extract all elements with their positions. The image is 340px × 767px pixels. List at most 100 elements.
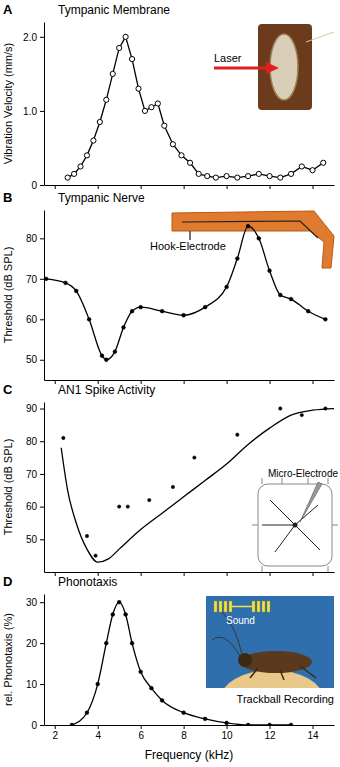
y-axis: 0 1.0 2.0 bbox=[23, 23, 44, 191]
x-tick-mark bbox=[184, 185, 185, 189]
scatter-point bbox=[94, 554, 97, 557]
cricket-head bbox=[238, 653, 252, 667]
x-tick-mark bbox=[313, 185, 314, 189]
y-tick-label: 2.0 bbox=[23, 32, 37, 43]
line-marker bbox=[235, 175, 240, 180]
line-marker bbox=[235, 257, 239, 261]
x-tick bbox=[141, 572, 142, 576]
line-marker bbox=[182, 313, 186, 317]
line-marker bbox=[100, 354, 104, 358]
x-tick-mark bbox=[227, 725, 228, 729]
y-tick: 50 bbox=[26, 354, 44, 365]
panel-title: Tympanic Membrane bbox=[58, 3, 170, 17]
line-marker bbox=[203, 305, 207, 309]
x-tick: 4 bbox=[95, 725, 101, 741]
line-marker bbox=[321, 160, 326, 165]
y-axis: 0 10 20 30 bbox=[26, 595, 45, 731]
x-tick-label: 4 bbox=[95, 730, 101, 741]
x-axis bbox=[45, 185, 335, 189]
x-tick bbox=[313, 185, 314, 189]
sound-pulse bbox=[214, 601, 217, 612]
series-line bbox=[46, 226, 325, 360]
line-marker bbox=[117, 45, 122, 50]
x-tick bbox=[270, 185, 271, 189]
y-tick: 70 bbox=[26, 469, 44, 480]
line-marker bbox=[130, 309, 134, 313]
y-axis-title: rel. Phonotaxis (%) bbox=[2, 613, 14, 706]
y-tick: 0 bbox=[31, 180, 44, 191]
line-marker bbox=[257, 236, 261, 240]
line-marker bbox=[225, 721, 229, 725]
y-tick: 30 bbox=[26, 597, 44, 608]
series-line bbox=[61, 409, 334, 563]
y-tick-label: 70 bbox=[26, 274, 38, 285]
line-marker bbox=[70, 723, 74, 725]
y-tick: 70 bbox=[26, 274, 44, 285]
y-tick-label: 1.0 bbox=[23, 106, 37, 117]
x-tick bbox=[227, 185, 228, 189]
figure: Laser01.02.0ATympanic MembraneVibration … bbox=[0, 0, 340, 767]
y-tick-mark bbox=[40, 725, 44, 726]
x-tick-label: 6 bbox=[138, 730, 144, 741]
y-tick: 60 bbox=[26, 314, 44, 325]
line-marker bbox=[139, 670, 143, 674]
line-marker bbox=[278, 293, 282, 297]
y-tick-label: 60 bbox=[26, 501, 38, 512]
line-marker bbox=[149, 105, 154, 110]
neuron-branch bbox=[275, 525, 295, 552]
x-tick-mark bbox=[184, 572, 185, 576]
scatter-point bbox=[171, 485, 174, 488]
scatter-point bbox=[126, 505, 129, 508]
line-marker bbox=[104, 641, 108, 645]
y-tick-mark bbox=[40, 185, 44, 186]
x-tick bbox=[313, 572, 314, 576]
x-tick-mark bbox=[227, 572, 228, 576]
x-tick-mark bbox=[98, 725, 99, 729]
y-tick-mark bbox=[40, 684, 44, 685]
y-axis-line bbox=[44, 211, 45, 381]
inset-photo bbox=[206, 596, 334, 730]
y-tick-label: 80 bbox=[26, 233, 38, 244]
annotation: Hook-Electrode bbox=[150, 240, 226, 252]
y-tick-mark bbox=[40, 441, 44, 442]
y-tick: 2.0 bbox=[23, 32, 44, 43]
x-tick bbox=[141, 185, 142, 189]
y-tick: 80 bbox=[26, 233, 44, 244]
line-marker bbox=[182, 711, 186, 715]
y-tick: 0 bbox=[31, 720, 44, 731]
x-tick: 10 bbox=[222, 725, 234, 741]
x-tick bbox=[55, 572, 56, 576]
y-tick-label: 0 bbox=[31, 720, 37, 731]
y-tick: 60 bbox=[26, 501, 44, 512]
y-tick-label: 90 bbox=[26, 403, 38, 414]
y-tick-mark bbox=[40, 111, 44, 112]
y-tick-label: 10 bbox=[26, 679, 38, 690]
y-tick-label: 50 bbox=[26, 354, 38, 365]
line-marker bbox=[187, 160, 192, 165]
x-tick-mark bbox=[55, 572, 56, 576]
y-tick-mark bbox=[40, 474, 44, 475]
ganglion-nerve bbox=[328, 566, 329, 572]
x-tick-mark bbox=[55, 725, 56, 729]
y-tick-label: 20 bbox=[26, 638, 38, 649]
x-tick-mark bbox=[141, 185, 142, 189]
annotation: Sound bbox=[226, 615, 255, 626]
y-tick: 80 bbox=[26, 436, 44, 447]
sound-pulse bbox=[267, 601, 270, 612]
x-axis: 2468101214 bbox=[45, 725, 335, 741]
y-tick-mark bbox=[40, 360, 44, 361]
line-marker bbox=[162, 123, 167, 128]
plot-area bbox=[44, 224, 327, 361]
line-marker bbox=[160, 309, 164, 313]
scatter-point bbox=[193, 456, 196, 459]
photo-leg bbox=[258, 24, 312, 110]
plot-area bbox=[61, 407, 334, 562]
ganglion-outline bbox=[258, 484, 332, 566]
y-tick-mark bbox=[40, 602, 44, 603]
x-tick: 8 bbox=[181, 725, 187, 741]
x-tick-mark bbox=[184, 380, 185, 384]
y-tick-mark bbox=[40, 507, 44, 508]
y-axis-title: Threshold (dB SPL) bbox=[2, 247, 14, 344]
x-tick-mark bbox=[313, 380, 314, 384]
panel-label: A bbox=[3, 2, 13, 17]
